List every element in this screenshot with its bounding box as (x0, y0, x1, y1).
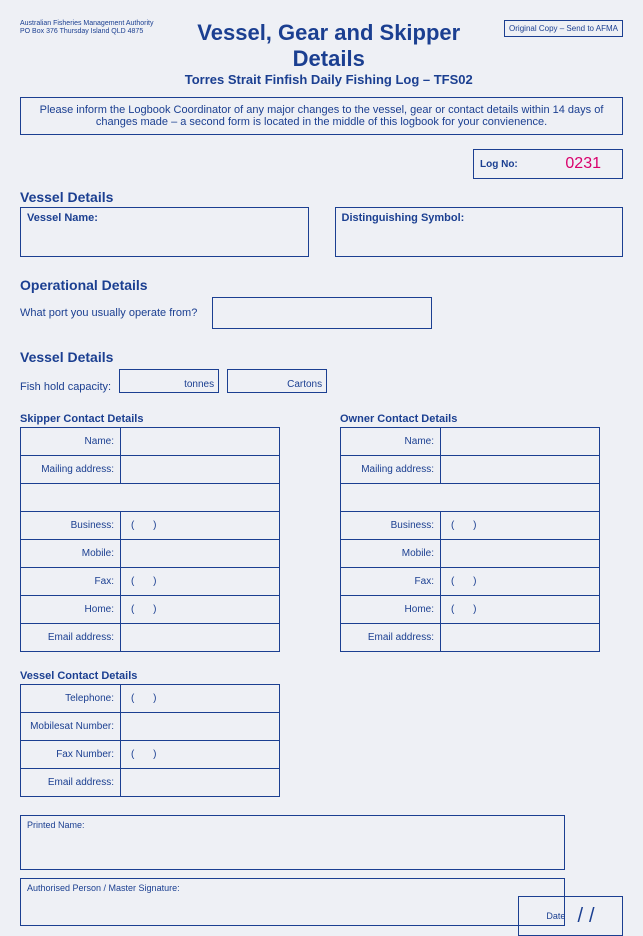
skipper-col: Skipper Contact Details Name: Mailing ad… (20, 413, 280, 652)
symbol-label: Distinguishing Symbol: (342, 212, 617, 224)
owner-home-input[interactable]: ( ) (441, 596, 600, 624)
owner-name-input[interactable] (441, 428, 600, 456)
owner-mailing-input2[interactable] (341, 484, 600, 512)
logno-label: Log No: (480, 159, 518, 170)
logno-value: 0231 (565, 155, 601, 173)
vessel-name-box[interactable]: Vessel Name: (20, 207, 309, 257)
owner-heading: Owner Contact Details (340, 413, 600, 425)
vc-fax-input[interactable]: ( ) (121, 741, 280, 769)
header-row: Australian Fisheries Management Authorit… (20, 20, 623, 87)
vc-email-input[interactable] (121, 769, 280, 797)
owner-col: Owner Contact Details Name: Mailing addr… (340, 413, 600, 652)
date-slash2: / (589, 905, 595, 928)
skipper-business-label: Business: (21, 512, 121, 540)
skipper-name-label: Name: (21, 428, 121, 456)
capacity-row: Fish hold capacity: tonnes Cartons (20, 369, 623, 393)
skipper-fax-label: Fax: (21, 568, 121, 596)
owner-fax-input[interactable]: ( ) (441, 568, 600, 596)
skipper-business-input[interactable]: ( ) (121, 512, 280, 540)
owner-name-label: Name: (341, 428, 441, 456)
logno-row: Log No: 0231 (20, 149, 623, 179)
title-main: Vessel, Gear and Skipper Details (163, 20, 494, 72)
vessel-contact-heading: Vessel Contact Details (20, 670, 280, 682)
logno-box: Log No: 0231 (473, 149, 623, 179)
skipper-name-input[interactable] (121, 428, 280, 456)
title-block: Vessel, Gear and Skipper Details Torres … (163, 20, 494, 87)
unit-tonnes: tonnes (184, 379, 214, 390)
vc-mobilesat-label: Mobilesat Number: (21, 713, 121, 741)
agency-address: Australian Fisheries Management Authorit… (20, 20, 153, 37)
vessel-details2-heading: Vessel Details (20, 349, 623, 365)
vc-fax-label: Fax Number: (21, 741, 121, 769)
signature-box[interactable]: Authorised Person / Master Signature: (20, 878, 565, 926)
vessel-contact-table: Telephone:( ) Mobilesat Number: Fax Numb… (20, 684, 280, 797)
port-input[interactable] (212, 297, 432, 329)
owner-business-label: Business: (341, 512, 441, 540)
owner-fax-label: Fax: (341, 568, 441, 596)
agency-line2: PO Box 376 Thursday Island QLD 4875 (20, 28, 153, 36)
skipper-mobile-input[interactable] (121, 540, 280, 568)
date-slash1: / (577, 905, 583, 928)
date-box[interactable]: Date / / (518, 896, 623, 936)
operational-row: What port you usually operate from? (20, 297, 623, 329)
operational-heading: Operational Details (20, 277, 623, 293)
owner-mobile-label: Mobile: (341, 540, 441, 568)
skipper-mailing-input[interactable] (121, 456, 280, 484)
owner-mailing-input[interactable] (441, 456, 600, 484)
owner-home-label: Home: (341, 596, 441, 624)
skipper-mailing-label: Mailing address: (21, 456, 121, 484)
owner-business-input[interactable]: ( ) (441, 512, 600, 540)
vessel-name-label: Vessel Name: (27, 212, 302, 224)
vessel-boxes: Vessel Name: Distinguishing Symbol: (20, 207, 623, 257)
vessel-contact-block: Vessel Contact Details Telephone:( ) Mob… (20, 670, 280, 797)
skipper-home-label: Home: (21, 596, 121, 624)
vc-email-label: Email address: (21, 769, 121, 797)
owner-mobile-input[interactable] (441, 540, 600, 568)
printed-name-box[interactable]: Printed Name: (20, 815, 565, 870)
signature-label: Authorised Person / Master Signature: (27, 883, 558, 893)
date-label: Date (546, 911, 565, 921)
contact-grid: Skipper Contact Details Name: Mailing ad… (20, 413, 623, 652)
skipper-heading: Skipper Contact Details (20, 413, 280, 425)
owner-email-label: Email address: (341, 624, 441, 652)
owner-email-input[interactable] (441, 624, 600, 652)
vessel-details-heading: Vessel Details (20, 189, 623, 205)
notice-box: Please inform the Logbook Coordinator of… (20, 97, 623, 135)
capacity-label: Fish hold capacity: (20, 381, 111, 393)
cartons-input[interactable]: Cartons (227, 369, 327, 393)
skipper-mobile-label: Mobile: (21, 540, 121, 568)
vc-telephone-label: Telephone: (21, 685, 121, 713)
agency-line1: Australian Fisheries Management Authorit… (20, 20, 153, 28)
symbol-box[interactable]: Distinguishing Symbol: (335, 207, 624, 257)
skipper-email-input[interactable] (121, 624, 280, 652)
skipper-mailing-input2[interactable] (21, 484, 280, 512)
vc-mobilesat-input[interactable] (121, 713, 280, 741)
skipper-table: Name: Mailing address: Business:( ) Mobi… (20, 427, 280, 652)
owner-table: Name: Mailing address: Business:( ) Mobi… (340, 427, 600, 652)
title-sub: Torres Strait Finfish Daily Fishing Log … (163, 72, 494, 87)
skipper-email-label: Email address: (21, 624, 121, 652)
skipper-home-input[interactable]: ( ) (121, 596, 280, 624)
operational-question: What port you usually operate from? (20, 307, 197, 319)
vc-telephone-input[interactable]: ( ) (121, 685, 280, 713)
tonnes-input[interactable]: tonnes (119, 369, 219, 393)
printed-name-label: Printed Name: (27, 820, 558, 830)
skipper-fax-input[interactable]: ( ) (121, 568, 280, 596)
copy-note: Original Copy – Send to AFMA (504, 20, 623, 37)
owner-mailing-label: Mailing address: (341, 456, 441, 484)
unit-cartons: Cartons (287, 379, 322, 390)
